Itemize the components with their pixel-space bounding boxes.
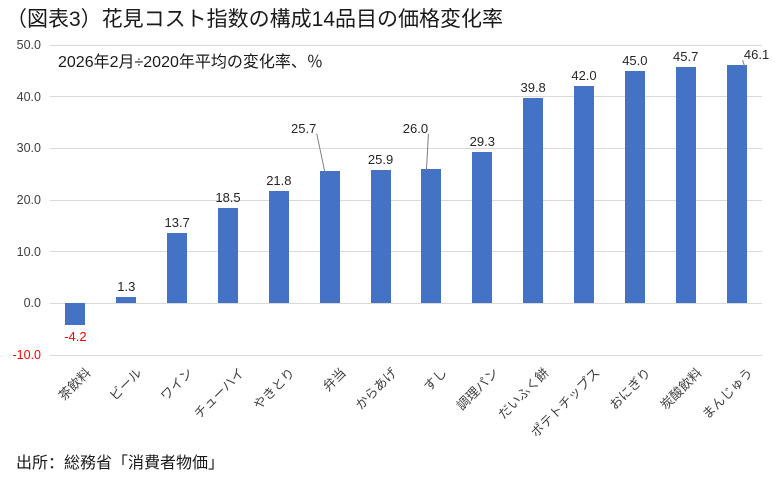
bar-value-label: 39.8 [520,79,546,95]
category-label: すし [421,365,451,395]
bar [523,97,544,304]
bar [370,169,391,304]
bar-value-label: 25.7 [291,120,317,136]
bar [726,65,747,304]
bar-value-label: 46.1 [743,47,770,63]
bar [574,86,594,304]
bar-value-label: 18.5 [215,189,241,205]
gridline [50,302,762,304]
bar [268,190,289,304]
category-label: からあげ [351,365,400,413]
category-label: チューハイ [190,365,247,422]
y-axis-tick-label: 40.0 [16,89,41,104]
bar-value-label: -4.2 [64,329,87,345]
source-note: 出所：総務省「消費者物価」 [16,455,225,472]
bar [218,207,238,304]
bar [675,67,696,304]
category-label: 弁当 [319,365,349,395]
gridline [50,147,762,149]
gridline [50,96,762,98]
bar [472,151,493,304]
gridline [50,251,762,253]
y-axis-tick-label: 30.0 [16,141,41,156]
y-axis-tick-label: -10.0 [12,348,42,362]
bar [319,170,340,304]
bar-value-label: 45.7 [673,49,699,65]
bar-value-label: 13.7 [164,214,190,230]
bar-value-label: 1.3 [117,278,136,294]
bar-value-label: 26.0 [402,121,429,136]
category-label: ワイン [157,365,196,404]
y-axis-tick-label: 0.0 [23,296,41,311]
category-label: 炭酸飲料 [657,365,705,413]
bar [65,303,86,326]
bar [421,169,442,304]
y-axis-tick-label: 20.0 [16,193,41,207]
category-label: やきとり [250,365,298,413]
bar-value-label: 42.0 [571,68,597,84]
bar [624,70,645,304]
y-axis-tick-label: 50.0 [16,38,41,52]
bar [167,232,188,304]
category-label: おにぎり [606,365,654,413]
bar-value-label: 21.8 [266,172,292,188]
chart-title: （図表3）花見コスト指数の構成14品目の価格変化率 [6,8,504,31]
bar-value-label: 29.3 [469,133,495,149]
gridline [50,44,762,46]
gridline [50,354,762,356]
category-label: ビール [106,365,146,404]
bar [116,296,137,304]
category-label: 茶飲料 [55,365,95,404]
y-axis-tick-label: 10.0 [16,244,41,259]
chart-subtitle: 2026年2月÷2020年平均の変化率、％ [58,54,323,71]
category-label: まんじゅう [698,365,756,422]
bar-value-label: 45.0 [622,52,648,68]
gridline [50,199,762,201]
bar-value-label: 25.9 [367,151,394,167]
